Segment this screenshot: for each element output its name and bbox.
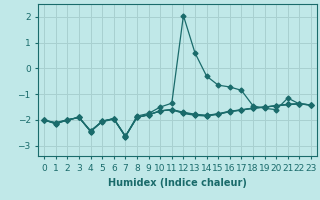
X-axis label: Humidex (Indice chaleur): Humidex (Indice chaleur) (108, 178, 247, 188)
